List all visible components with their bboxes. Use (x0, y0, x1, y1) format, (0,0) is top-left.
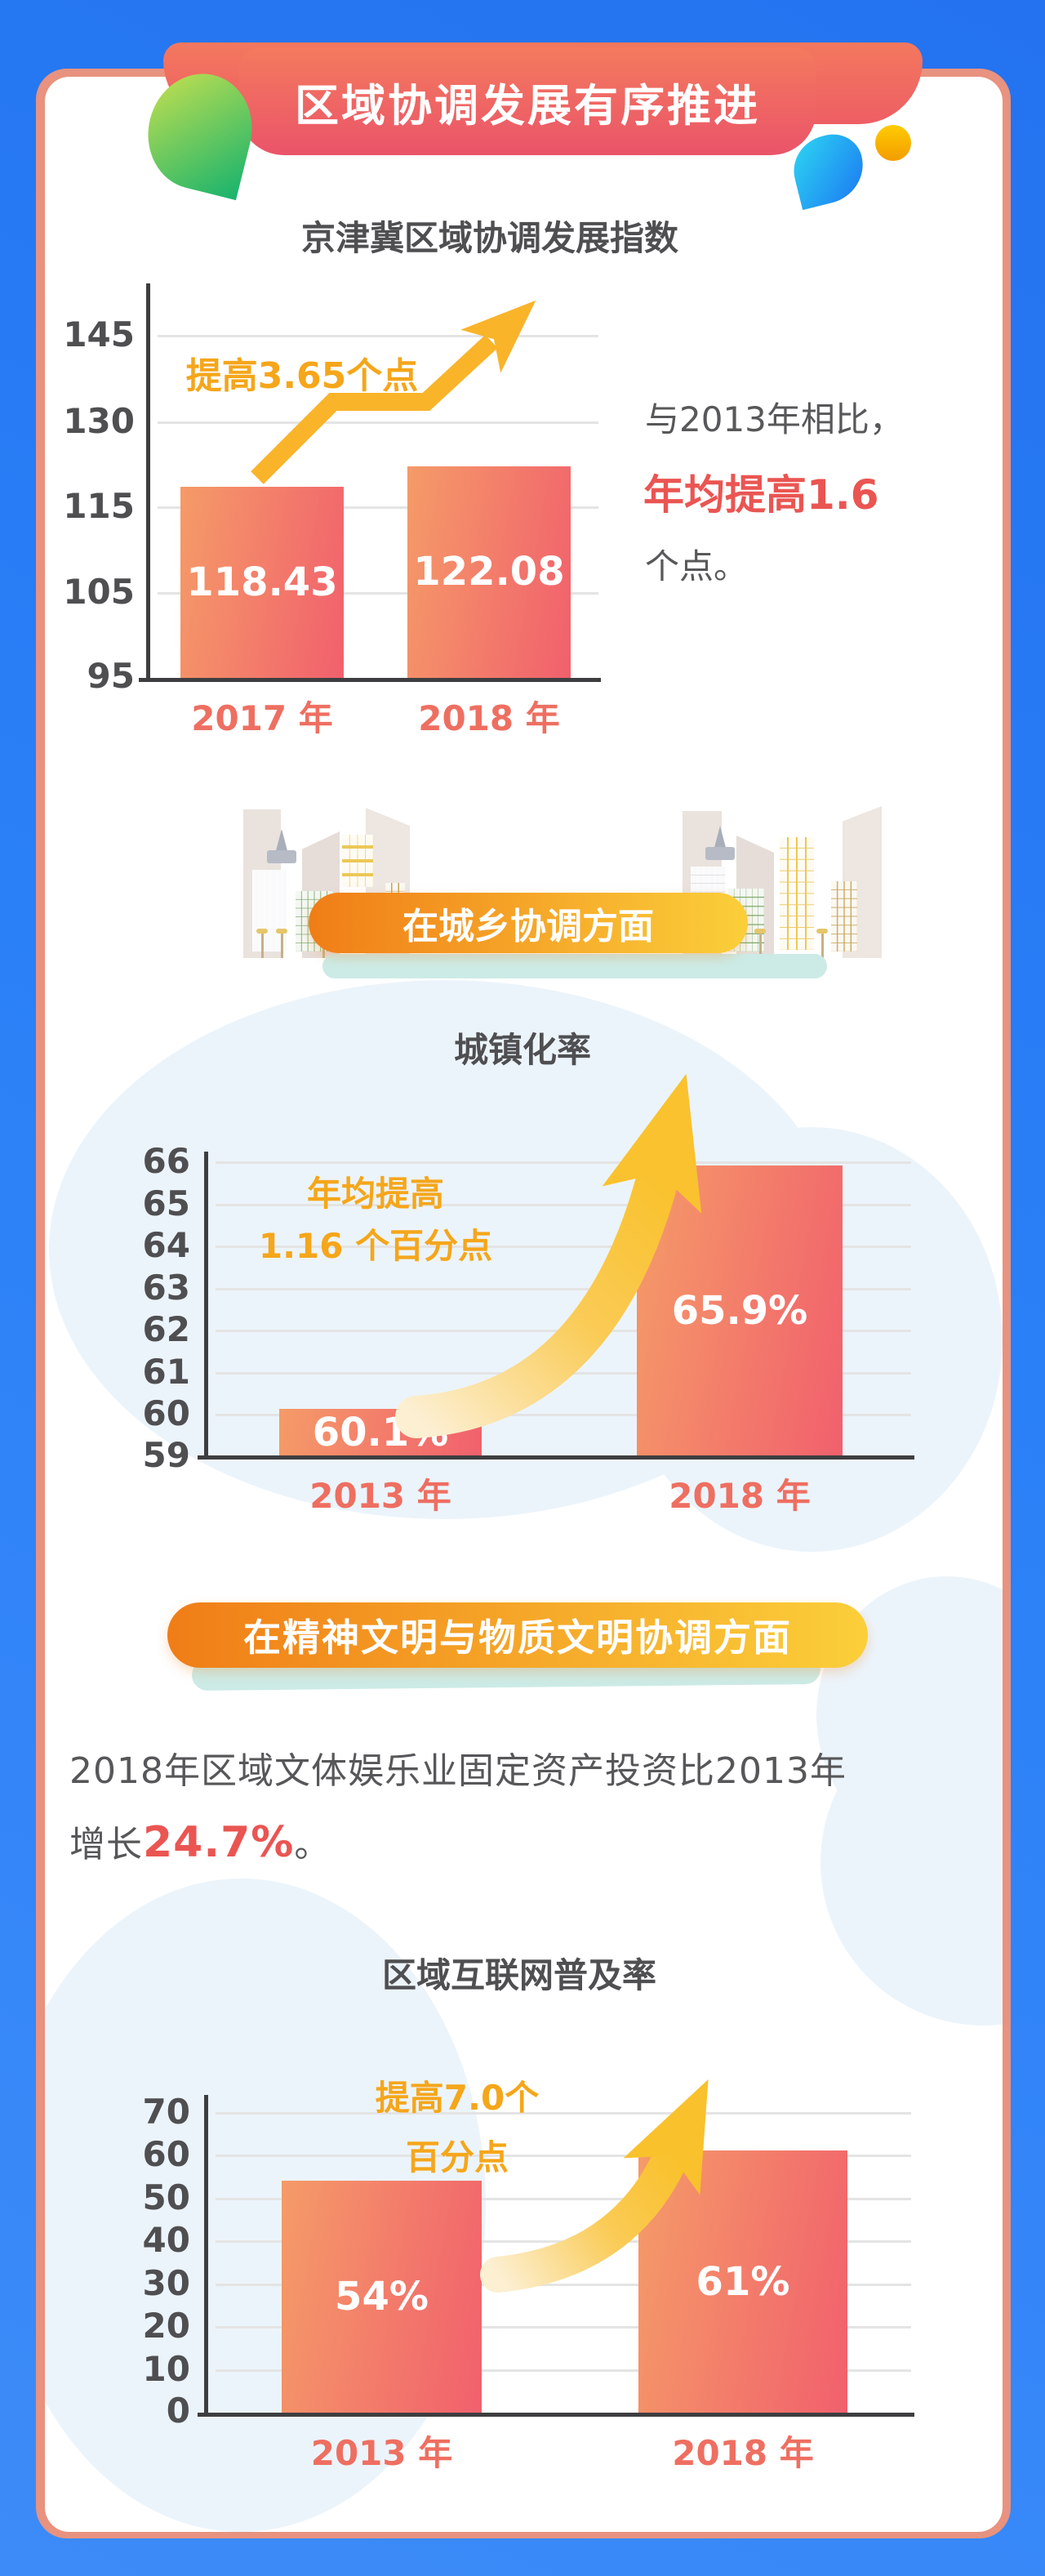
tower-tier (705, 847, 735, 860)
tower-tier (267, 850, 296, 863)
y-tick: 62 (142, 1309, 190, 1349)
gridline (216, 1288, 911, 1290)
header-banner: 区域协调发展有序推进 (238, 47, 816, 155)
gridline (158, 421, 598, 424)
index-chart-title: 京津冀区域协调发展指数 (300, 218, 678, 258)
pill-shadow (322, 954, 827, 978)
urban-section-pill-label: 在城乡协调方面 (402, 906, 654, 947)
gridline (216, 2284, 911, 2286)
x-category-label: 2018 年 (418, 698, 560, 738)
street-lamp (759, 934, 762, 958)
y-tick: 66 (142, 1141, 190, 1181)
paragraph-highlight: 24.7% (143, 1818, 295, 1867)
yellow-building (336, 827, 379, 895)
civilization-section-pill-label: 在精神文明与物质文明协调方面 (243, 1616, 792, 1660)
bar-value-label: 54% (335, 2274, 429, 2320)
bar-2018-index: 122.08 (407, 466, 571, 678)
gridline (216, 2155, 911, 2157)
bar-2018-urbanization: 65.9% (637, 1165, 843, 1455)
index-note-highlight: 年均提高1.6 (643, 471, 879, 519)
x-axis-line (198, 2413, 914, 2417)
gridline (216, 1204, 911, 1206)
gridline (158, 592, 598, 595)
gridline (216, 2112, 911, 2115)
y-tick: 145 (63, 314, 135, 354)
gridline (216, 2369, 911, 2372)
gridline (216, 1414, 911, 1416)
y-tick: 59 (142, 1435, 190, 1475)
y-tick: 115 (63, 486, 135, 526)
civilization-paragraph-line1: 2018年区域文体娱乐业固定资产投资比2013年 (69, 1750, 847, 1792)
y-tick: 20 (142, 2306, 190, 2346)
internet-chart-title: 区域互联网普及率 (381, 1955, 656, 1995)
urban-section-pill: 在城乡协调方面 (309, 893, 748, 953)
y-tick: 50 (142, 2177, 190, 2217)
gridline (216, 2326, 911, 2329)
gridline (216, 2198, 911, 2200)
rising-swoosh-arrow-icon (480, 2079, 709, 2293)
y-tick: 60 (142, 2134, 190, 2174)
index-annotation: 提高3.65个点 (185, 355, 419, 397)
bar-value-label: 118.43 (186, 559, 338, 606)
street-lamp (821, 934, 824, 958)
street-lamp-head (754, 929, 766, 934)
street-lamp (281, 934, 283, 958)
yellow-dot-decor (875, 125, 911, 161)
street-lamp-head (256, 929, 268, 934)
y-tick: 30 (142, 2263, 190, 2303)
bar-value-label: 65.9% (671, 1287, 808, 1334)
y-tick: 70 (142, 2092, 190, 2132)
x-category-label: 2018 年 (672, 2433, 814, 2473)
y-tick: 0 (166, 2391, 190, 2431)
urban-annotation-line2: 1.16 个百分点 (258, 1226, 493, 1266)
y-axis-line (146, 283, 150, 682)
street-lamp-head (276, 929, 287, 934)
x-category-label: 2017 年 (191, 698, 333, 738)
y-tick: 65 (142, 1183, 190, 1223)
y-tick: 61 (142, 1352, 190, 1392)
urban-chart-title: 城镇化率 (453, 1030, 591, 1070)
bar-value-label: 61% (696, 2258, 790, 2305)
gridline (216, 1246, 911, 1248)
x-axis-line (198, 1455, 914, 1460)
x-axis-line (139, 678, 601, 682)
gridline (158, 335, 598, 337)
y-tick: 10 (142, 2349, 190, 2389)
x-category-label: 2013 年 (309, 1476, 451, 1516)
paragraph-prefix: 增长 (69, 1824, 143, 1865)
bar-value-label: 122.08 (413, 549, 565, 595)
civilization-section-pill: 在精神文明与物质文明协调方面 (167, 1602, 868, 1668)
bar-2013-internet: 54% (282, 2181, 482, 2413)
bar-2017-index: 118.43 (180, 487, 344, 678)
x-category-label: 2013 年 (310, 2433, 453, 2473)
y-tick: 64 (142, 1225, 190, 1265)
y-tick: 105 (63, 572, 135, 612)
yellow-building (774, 829, 820, 958)
gold-building (826, 875, 862, 958)
internet-annotation-line2: 百分点 (405, 2137, 509, 2177)
y-tick: 63 (142, 1268, 190, 1308)
gray-tower (247, 863, 291, 958)
y-tick: 60 (142, 1393, 190, 1433)
internet-annotation-line1: 提高7.0个 (375, 2078, 540, 2118)
index-note-line3: 个点。 (645, 546, 749, 586)
y-tick: 40 (142, 2220, 190, 2260)
civilization-paragraph-line2: 增长24.7%。 (69, 1815, 984, 1867)
street-lamp-head (816, 929, 828, 934)
index-note-line1: 与2013年相比， (645, 399, 904, 439)
rising-zigzag-arrow-icon (251, 300, 536, 484)
y-axis-line (204, 1152, 208, 1460)
y-axis-line (204, 2095, 208, 2417)
gridline (216, 1161, 911, 1164)
street-lamp (261, 934, 264, 958)
header-banner-title: 区域协调发展有序推进 (295, 79, 760, 131)
gridline (158, 506, 598, 509)
paragraph-suffix: 。 (294, 1824, 331, 1865)
urban-annotation-line1: 年均提高 (306, 1174, 444, 1214)
x-category-label: 2018 年 (669, 1476, 811, 1516)
rising-swoosh-arrow-icon (395, 1073, 702, 1438)
y-tick: 95 (87, 656, 135, 696)
y-tick: 130 (63, 401, 135, 441)
